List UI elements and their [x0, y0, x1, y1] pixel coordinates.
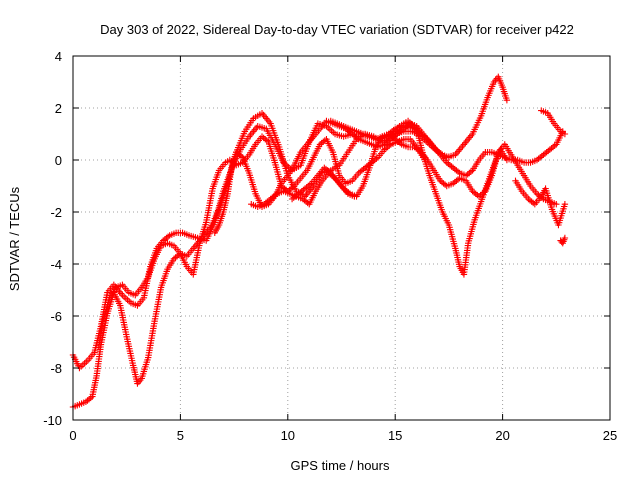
data-point	[553, 201, 560, 208]
series-track-1	[69, 73, 511, 372]
data-point	[561, 201, 569, 208]
y-tick-label: 0	[55, 153, 62, 168]
x-tick-label: 25	[603, 428, 617, 443]
y-tick-label: -10	[43, 413, 62, 428]
y-tick-label: 2	[55, 101, 62, 116]
series-track-4	[211, 117, 453, 236]
data-point	[561, 234, 569, 242]
x-tick-label: 5	[177, 428, 184, 443]
x-tick-label: 0	[69, 428, 76, 443]
data-point	[351, 193, 358, 200]
plot-frame	[72, 55, 611, 421]
y-axis-label: SDTVAR / TECUs	[7, 186, 22, 291]
chart-title: Day 303 of 2022, Sidereal Day-to-day VTE…	[100, 22, 574, 37]
series-track-8	[538, 107, 569, 138]
y-tick-label: -2	[50, 205, 62, 220]
data-point	[445, 154, 453, 161]
series-track-9	[557, 234, 569, 247]
axis-ticks	[72, 55, 611, 421]
series-track-7	[512, 177, 569, 229]
x-tick-label: 20	[495, 428, 509, 443]
y-tick-label: -4	[50, 257, 62, 272]
series-track-5	[288, 130, 560, 208]
x-axis-label: GPS time / hours	[291, 458, 390, 473]
y-tick-label: 4	[55, 49, 62, 64]
x-tick-label: 15	[388, 428, 402, 443]
y-tick-label: -6	[50, 309, 62, 324]
data-point	[503, 97, 511, 104]
series-track-10	[248, 169, 358, 210]
data-point	[561, 130, 569, 138]
x-tick-label: 10	[281, 428, 295, 443]
y-tick-label: -8	[50, 361, 62, 376]
tick-labels: 0 5 10 15 20 25 -10 -8 -6 -4 -2 0 2 4	[43, 49, 617, 443]
series-track-3	[95, 133, 427, 351]
grid-lines	[73, 56, 610, 420]
data-marks	[69, 73, 569, 411]
